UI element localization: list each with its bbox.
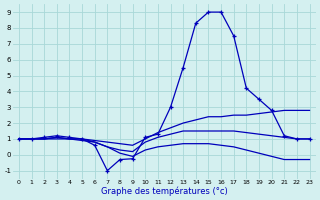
X-axis label: Graphe des températures (°c): Graphe des températures (°c) [101,186,228,196]
